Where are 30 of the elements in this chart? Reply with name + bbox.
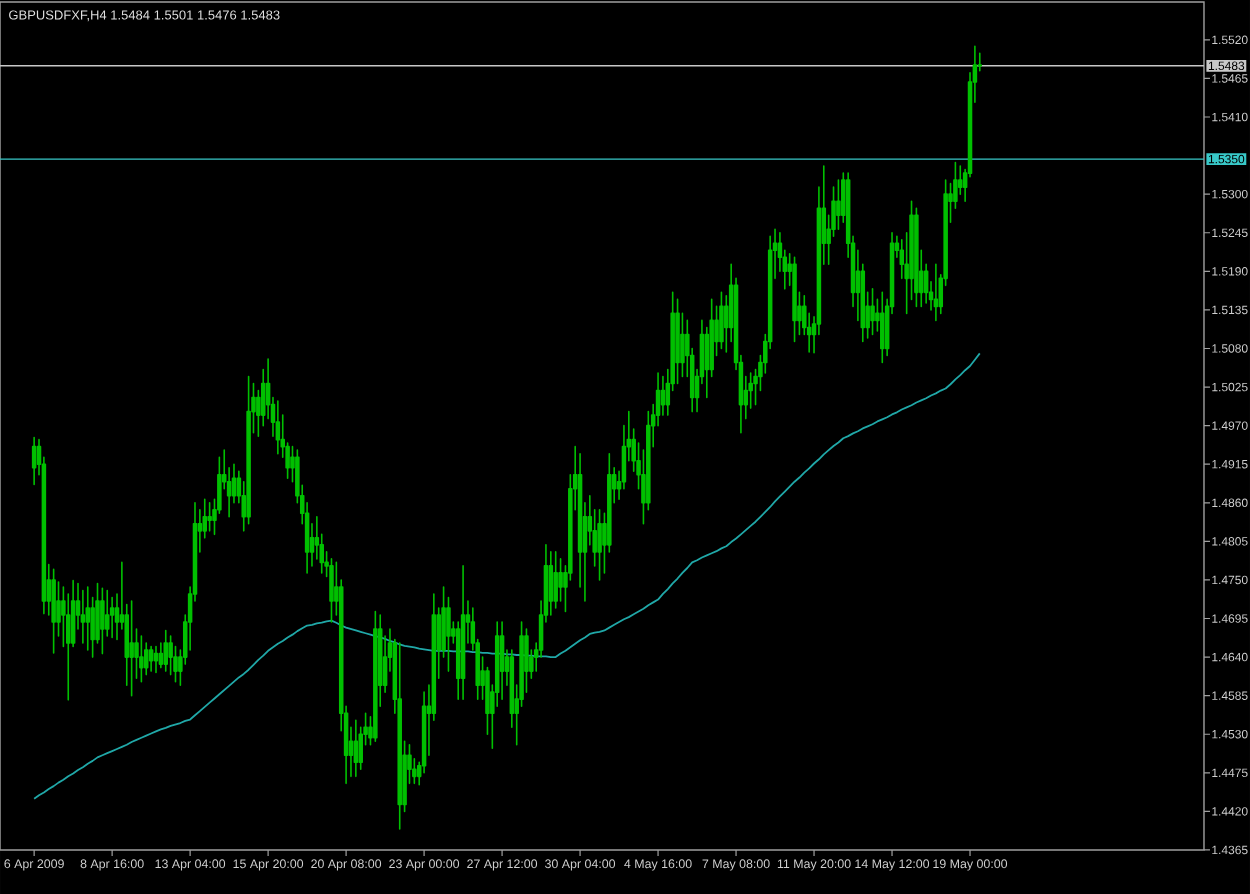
candlestick [719,291,724,350]
candlestick [460,565,466,700]
candlestick [836,179,841,231]
candlestick [168,635,173,676]
candlestick [553,551,558,609]
candlestick [329,558,334,623]
candlestick [85,586,91,651]
candlestick [914,207,919,308]
candlestick [373,610,378,743]
candlestick [153,645,159,674]
candlestick [675,298,680,385]
candlestick [246,375,251,525]
candlestick [880,291,885,364]
candlestick [148,645,154,672]
candlestick [80,589,86,644]
candlestick [353,719,359,778]
candlestick [397,642,402,830]
candlestick [870,288,875,336]
candlestick [163,629,169,672]
candlestick [275,400,281,455]
candlestick [933,263,939,322]
candlestick [143,642,149,676]
candlestick [548,551,554,616]
candlestick [792,256,797,343]
candlestick [597,508,602,581]
candlestick [51,568,56,654]
candlestick [31,436,37,486]
candlestick [109,596,115,639]
candlestick [100,587,105,655]
candlestick [499,621,505,700]
